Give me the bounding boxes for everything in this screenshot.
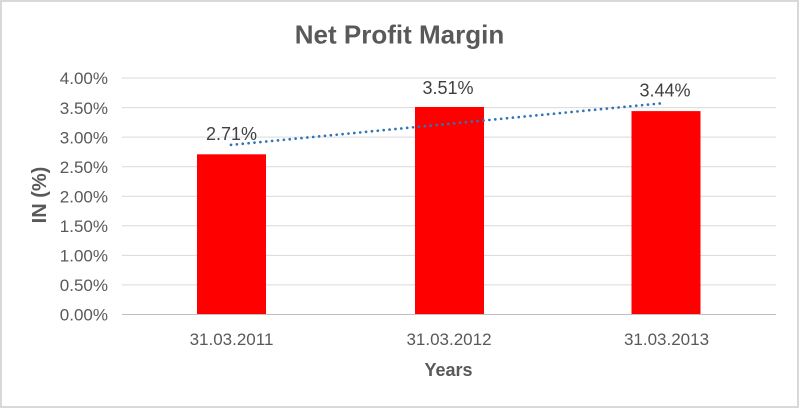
svg-text:3.50%: 3.50% [60, 99, 108, 118]
svg-text:0.50%: 0.50% [60, 276, 108, 295]
svg-text:IN (%): IN (%) [29, 167, 51, 224]
svg-text:Net Profit Margin: Net Profit Margin [295, 20, 504, 50]
svg-text:1.50%: 1.50% [60, 217, 108, 236]
svg-text:2.71%: 2.71% [206, 124, 257, 144]
svg-text:2.00%: 2.00% [60, 188, 108, 207]
svg-text:Years: Years [424, 360, 472, 380]
svg-text:0.00%: 0.00% [60, 306, 108, 325]
svg-text:31.03.2013: 31.03.2013 [624, 330, 709, 349]
svg-text:4.00%: 4.00% [60, 69, 108, 88]
svg-text:3.51%: 3.51% [422, 78, 473, 98]
svg-text:31.03.2012: 31.03.2012 [406, 330, 491, 349]
svg-text:2.50%: 2.50% [60, 158, 108, 177]
svg-text:1.00%: 1.00% [60, 247, 108, 266]
svg-text:3.00%: 3.00% [60, 128, 108, 147]
svg-text:31.03.2011: 31.03.2011 [190, 330, 274, 349]
svg-text:3.44%: 3.44% [639, 81, 690, 101]
